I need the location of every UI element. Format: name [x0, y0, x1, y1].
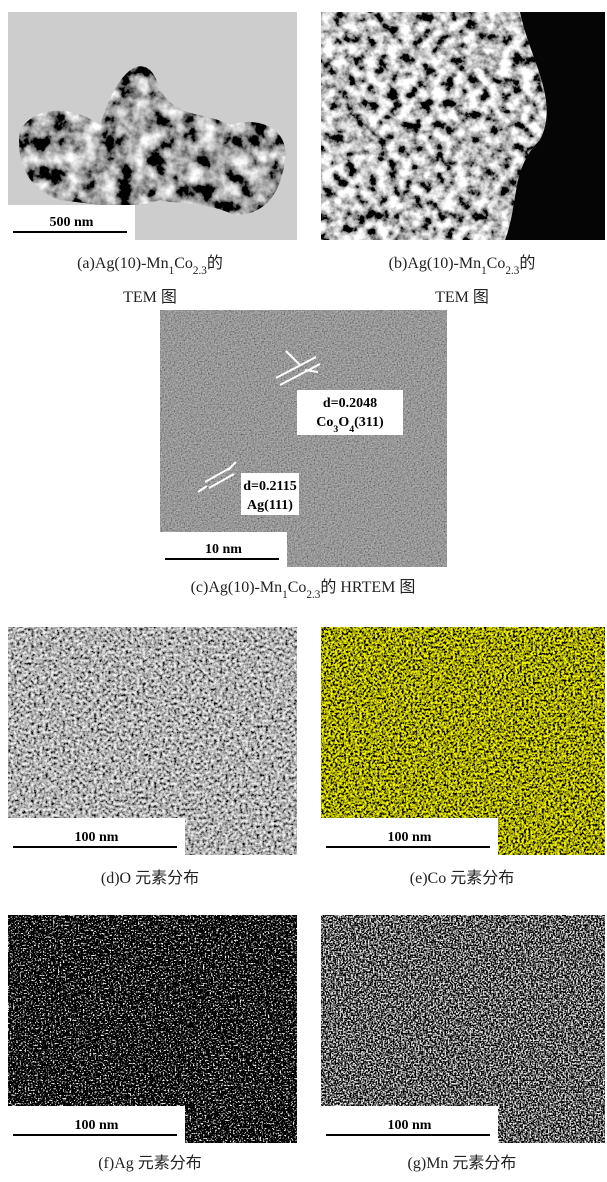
- scale-bar-label: 100 nm: [75, 830, 119, 845]
- text-segment: (311): [354, 415, 384, 430]
- panel: 100 nm (d)O 元素分布: [8, 818, 199, 887]
- text-segment: TEM 图: [123, 289, 177, 306]
- panel: (b)Ag(10)-Mn1Co2.3的 TEM 图: [389, 254, 536, 306]
- figure: 500 nm(a)Ag(10)-Mn1Co2.3的TEM 图(b)Ag(10)-…: [0, 0, 607, 1182]
- panel: 100 nm (g)Mn 元素分布: [321, 1106, 516, 1172]
- subscript: 2.3: [306, 589, 320, 601]
- text-segment: Co: [487, 255, 506, 272]
- text-segment: 的: [207, 254, 223, 272]
- text-segment: Co: [174, 255, 193, 272]
- caption: (d)O 元素分布: [101, 869, 199, 887]
- scale-bar-label: 100 nm: [388, 1118, 432, 1133]
- caption: (c)Ag(10)-Mn1Co2.3的 HRTEM 图: [191, 578, 416, 601]
- caption: (e)Co 元素分布: [410, 869, 514, 887]
- text-segment: (b)Ag(10)-Mn: [389, 255, 481, 272]
- scale-bar-label: 10 nm: [205, 542, 242, 557]
- caption: (f)Ag 元素分布: [98, 1154, 202, 1172]
- text-segment: 的 HRTEM 图: [320, 578, 415, 596]
- subscript: 2.3: [193, 265, 207, 277]
- text-segment: d=0.2048: [323, 396, 377, 411]
- text-segment: 的: [519, 254, 535, 272]
- text-segment: (e)Co 元素分布: [410, 869, 514, 887]
- text-segment: (a)Ag(10)-Mn: [77, 255, 169, 272]
- text-segment: TEM 图: [435, 289, 489, 306]
- scale-bar-label: 100 nm: [388, 830, 432, 845]
- text-segment: Co: [288, 579, 307, 596]
- caption: TEM 图: [435, 289, 489, 306]
- text-segment: Co: [316, 415, 333, 430]
- hrtem-image: [160, 310, 447, 567]
- panel: 100 nm (e)Co 元素分布: [321, 818, 514, 887]
- caption: (b)Ag(10)-Mn1Co2.3的: [389, 254, 536, 277]
- text-segment: Ag(111): [247, 498, 293, 513]
- text-segment: d=0.2115: [243, 479, 297, 494]
- caption: TEM 图: [123, 289, 177, 306]
- annotation-line: d=0.2048: [323, 396, 377, 411]
- annotation-line: Ag(111): [247, 498, 293, 513]
- panel: 100 nm (f)Ag 元素分布: [8, 1106, 202, 1172]
- text-segment: (f)Ag 元素分布: [98, 1154, 202, 1172]
- tem-image-b: [321, 12, 605, 240]
- annotation-line: d=0.2115: [243, 479, 297, 494]
- caption: (g)Mn 元素分布: [408, 1154, 517, 1172]
- scale-bar-label: 500 nm: [50, 215, 94, 230]
- text-segment: (c)Ag(10)-Mn: [191, 579, 283, 596]
- text-segment: O: [338, 415, 349, 430]
- subscript: 2.3: [505, 265, 519, 277]
- text-segment: (d)O 元素分布: [101, 869, 199, 887]
- caption: (a)Ag(10)-Mn1Co2.3的: [77, 254, 223, 277]
- scale-bar-label: 100 nm: [75, 1118, 119, 1133]
- text-segment: (g)Mn 元素分布: [408, 1154, 517, 1172]
